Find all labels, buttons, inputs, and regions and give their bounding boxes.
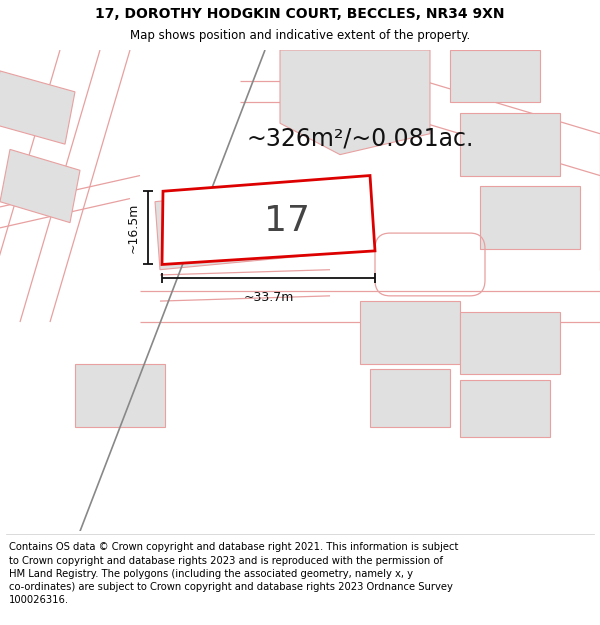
Polygon shape bbox=[480, 186, 580, 249]
Polygon shape bbox=[155, 186, 325, 270]
Polygon shape bbox=[280, 50, 430, 154]
Text: ~326m²/~0.081ac.: ~326m²/~0.081ac. bbox=[247, 127, 473, 151]
Polygon shape bbox=[75, 364, 165, 427]
Polygon shape bbox=[162, 176, 375, 264]
Text: 17, DOROTHY HODGKIN COURT, BECCLES, NR34 9XN: 17, DOROTHY HODGKIN COURT, BECCLES, NR34… bbox=[95, 7, 505, 21]
Text: 17: 17 bbox=[265, 204, 311, 238]
Text: ~16.5m: ~16.5m bbox=[127, 202, 140, 253]
Text: Contains OS data © Crown copyright and database right 2021. This information is : Contains OS data © Crown copyright and d… bbox=[9, 542, 458, 605]
Polygon shape bbox=[460, 112, 560, 176]
Polygon shape bbox=[0, 71, 75, 144]
Polygon shape bbox=[450, 50, 540, 102]
Polygon shape bbox=[0, 149, 80, 222]
Polygon shape bbox=[460, 311, 560, 374]
Polygon shape bbox=[460, 379, 550, 437]
Text: Map shows position and indicative extent of the property.: Map shows position and indicative extent… bbox=[130, 29, 470, 42]
Polygon shape bbox=[370, 369, 450, 427]
Polygon shape bbox=[360, 301, 460, 364]
Text: ~33.7m: ~33.7m bbox=[244, 291, 293, 304]
